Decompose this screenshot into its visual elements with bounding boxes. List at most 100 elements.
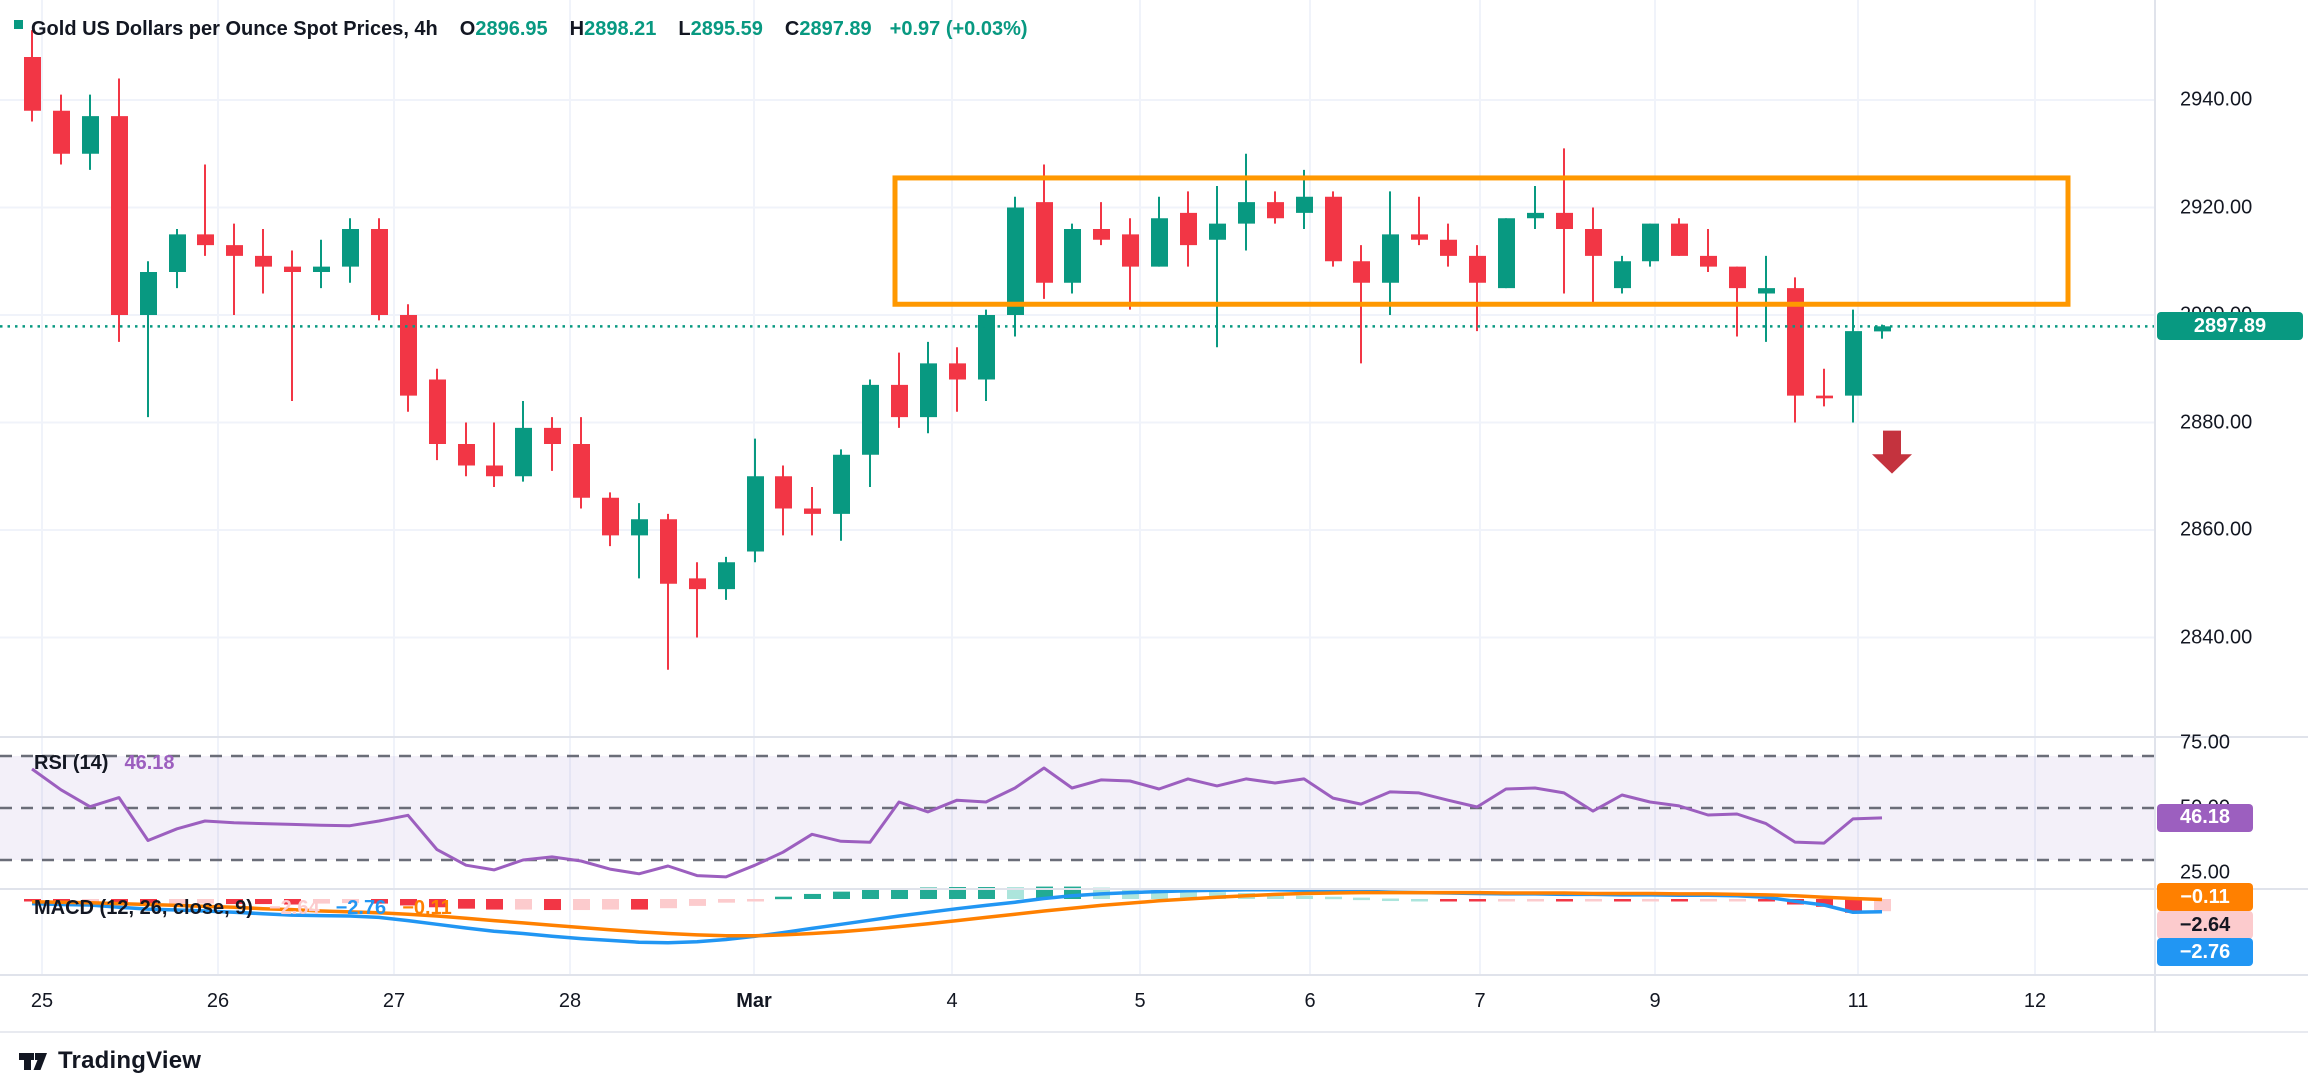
- macd-histogram-bar: [1816, 899, 1833, 907]
- change-value: +0.97 (+0.03%): [889, 18, 1028, 40]
- macd-histogram-bar: [1671, 899, 1688, 902]
- candle-body: [920, 363, 937, 418]
- candle-body: [486, 465, 503, 477]
- price-axis-label: 2840.00: [2180, 626, 2253, 648]
- low-label: L2895.59: [678, 18, 763, 40]
- candle-body: [400, 315, 417, 396]
- macd-histogram-bar: [804, 893, 821, 899]
- time-tick-mar: Mar: [736, 990, 772, 1012]
- candle-body: [689, 578, 706, 590]
- time-tick-11: 11: [1847, 990, 1869, 1012]
- open-label: O2896.95: [459, 18, 548, 40]
- candle-body: [1845, 331, 1862, 396]
- macd-value-badge: −2.76: [2157, 938, 2253, 966]
- candle-body: [1411, 234, 1428, 240]
- candle-body: [313, 266, 330, 272]
- rsi-value: 46.18: [124, 752, 175, 774]
- macd-histogram-bar: [371, 899, 388, 904]
- macd-line-value: −2.76: [335, 897, 387, 919]
- macd-histogram-bar: [1556, 899, 1573, 902]
- time-tick-6: 6: [1304, 990, 1316, 1012]
- macd-histogram-bar: [862, 889, 879, 899]
- macd-histogram-bar: [1382, 898, 1399, 902]
- macd-histogram-bar: [1614, 899, 1631, 902]
- time-tick-7: 7: [1474, 990, 1486, 1012]
- macd-value-badge: −2.64: [2157, 911, 2253, 939]
- macd-histogram-bar: [978, 887, 995, 899]
- range-box-annotation[interactable]: [892, 175, 2071, 307]
- macd-histogram-bar: [400, 899, 417, 906]
- candle-body: [1874, 326, 1891, 332]
- down-arrow-annotation[interactable]: [1872, 430, 1912, 474]
- candle-body: [458, 444, 475, 466]
- candle-body: [891, 384, 908, 418]
- symbol-legend[interactable]: Gold US Dollars per Ounce Spot Prices, 4…: [14, 18, 1028, 41]
- macd-histogram-bar: [342, 899, 359, 904]
- current-price-badge: 2897.89: [2157, 312, 2303, 341]
- macd-histogram-bar: [833, 891, 850, 899]
- candle-body: [1064, 229, 1081, 283]
- macd-histogram-bar: [1469, 899, 1486, 902]
- candle-body: [429, 379, 446, 444]
- candle-body: [1267, 202, 1284, 219]
- price-axis-label: 2860.00: [2180, 518, 2253, 541]
- tradingview-logo-icon: [19, 1053, 47, 1070]
- high-value: 2898.21: [584, 18, 657, 40]
- candle-body: [1325, 196, 1342, 262]
- candle-body: [1585, 229, 1602, 256]
- macd-name: MACD (12, 26, close, 9): [34, 897, 253, 919]
- macd-histogram-bar: [1180, 890, 1197, 899]
- candle-body: [371, 229, 388, 315]
- candle-body: [1122, 234, 1139, 267]
- macd-histogram-bar: [1845, 899, 1862, 913]
- macd-histogram-bar: [602, 899, 619, 910]
- close-label: C2897.89: [784, 18, 872, 40]
- candle-body: [24, 57, 41, 111]
- candle-body: [1527, 212, 1544, 219]
- series-marker-icon: [14, 20, 23, 29]
- candle-body: [1642, 223, 1659, 262]
- macd-histogram-bar: [1498, 899, 1515, 902]
- candle-body: [1296, 196, 1313, 213]
- candle-body: [833, 454, 850, 514]
- tradingview-logo-text: TradingView: [58, 1047, 202, 1074]
- candle-body: [1007, 207, 1024, 315]
- macd-histogram-bar: [775, 896, 792, 900]
- candle-body: [255, 255, 272, 267]
- macd-histogram-bar: [515, 899, 532, 910]
- macd-histogram-bar: [920, 887, 937, 899]
- time-tick-27: 27: [382, 990, 406, 1012]
- candle-body: [342, 229, 359, 267]
- candle-body: [573, 444, 590, 498]
- rsi-legend[interactable]: RSI (14) 46.18: [34, 752, 175, 775]
- macd-histogram-bar: [631, 899, 648, 910]
- macd-histogram-bar: [82, 899, 99, 902]
- tradingview-logo[interactable]: TradingView: [18, 1046, 201, 1076]
- macd-histogram-bar: [891, 888, 908, 899]
- macd-legend[interactable]: MACD (12, 26, close, 9) −2.64 −2.76 −0.1…: [34, 897, 452, 920]
- rsi-value-badge: 46.18: [2157, 803, 2253, 832]
- macd-value-badge: −0.11: [2157, 883, 2253, 911]
- macd-histogram-bar: [1758, 899, 1775, 902]
- time-tick-28: 28: [558, 990, 582, 1012]
- candle-body: [804, 508, 821, 514]
- candle-body: [631, 519, 648, 536]
- open-value: 2896.95: [475, 18, 548, 40]
- macd-histogram-bar: [1440, 899, 1457, 902]
- candle-body: [515, 427, 532, 477]
- price-axis-label: 2920.00: [2180, 196, 2253, 218]
- macd-histogram-bar: [1729, 899, 1746, 902]
- candle-body: [1556, 212, 1573, 229]
- macd-histogram-bar: [111, 899, 128, 903]
- macd-histogram-bar: [458, 899, 475, 909]
- macd-hist-value: −2.64: [268, 897, 320, 919]
- rsi-name: RSI (14): [34, 752, 109, 774]
- candle-body: [111, 116, 128, 315]
- macd-histogram-bar: [689, 899, 706, 906]
- time-tick-4: 4: [946, 990, 958, 1012]
- candle-body: [1382, 234, 1399, 283]
- candle-body: [1209, 223, 1226, 240]
- candle-body: [169, 234, 186, 272]
